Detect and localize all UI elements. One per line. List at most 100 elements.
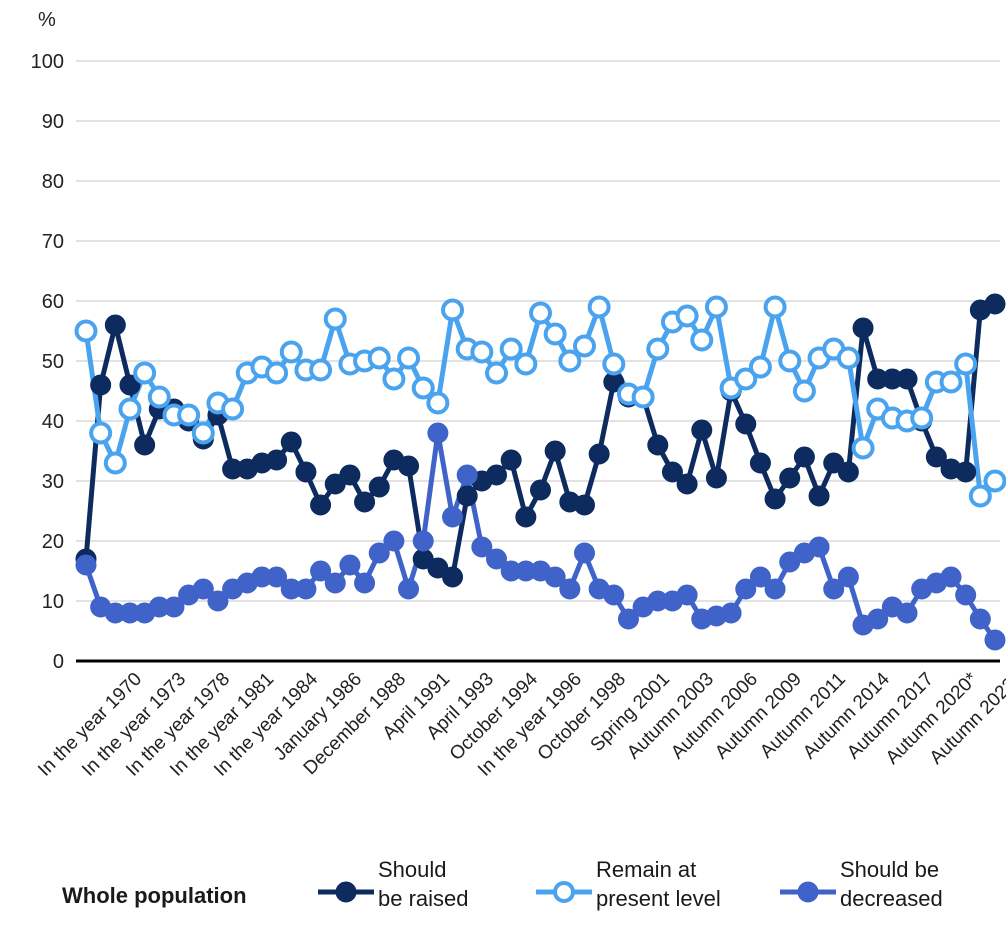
y-tick-label: 80 <box>42 171 64 193</box>
data-point <box>851 436 875 460</box>
data-point <box>734 367 758 391</box>
data-point <box>310 494 332 516</box>
data-point <box>602 352 626 376</box>
data-point <box>705 467 727 489</box>
data-point <box>720 602 742 624</box>
data-point <box>383 530 405 552</box>
series-points <box>74 293 1006 651</box>
data-point <box>471 536 493 558</box>
y-tick-label: 50 <box>42 351 64 373</box>
data-point <box>675 304 699 328</box>
data-point <box>339 464 361 486</box>
data-point <box>544 440 566 462</box>
y-axis-ticks: 0 10 20 30 40 50 60 70 80 90 100 <box>31 51 64 673</box>
data-point <box>133 361 157 385</box>
data-point <box>74 319 98 343</box>
data-point <box>910 406 934 430</box>
legend-label: present level <box>596 886 721 911</box>
data-point <box>354 491 376 513</box>
data-point <box>104 314 126 336</box>
data-point <box>427 422 449 444</box>
data-point <box>939 370 963 394</box>
y-tick-label: 40 <box>42 411 64 433</box>
data-point <box>852 317 874 339</box>
data-point <box>398 455 420 477</box>
data-point <box>470 340 494 364</box>
data-point <box>704 295 728 319</box>
data-point <box>118 397 142 421</box>
data-point <box>735 413 757 435</box>
legend: Whole population Should be raised Remain a… <box>62 857 943 911</box>
y-tick-label: 90 <box>42 111 64 133</box>
data-point <box>456 485 478 507</box>
data-point <box>309 358 333 382</box>
data-point <box>735 578 757 600</box>
data-point <box>515 506 537 528</box>
data-point <box>792 379 816 403</box>
data-point <box>368 476 390 498</box>
data-point <box>808 485 830 507</box>
data-point <box>323 307 347 331</box>
data-point <box>485 361 509 385</box>
data-point <box>925 446 947 468</box>
data-point <box>90 374 112 396</box>
data-point <box>221 397 245 421</box>
legend-label: decreased <box>840 886 943 911</box>
data-point <box>573 494 595 516</box>
data-point <box>968 484 992 508</box>
data-point <box>397 346 421 370</box>
data-point <box>749 452 771 474</box>
data-point <box>339 554 361 576</box>
y-unit-label: % <box>38 9 56 31</box>
y-tick-label: 0 <box>53 651 64 673</box>
data-point <box>543 322 567 346</box>
data-point <box>499 337 523 361</box>
data-point <box>646 337 670 361</box>
data-point <box>748 355 772 379</box>
data-point <box>382 367 406 391</box>
data-point <box>984 293 1006 315</box>
data-point <box>530 479 551 501</box>
data-point <box>676 473 698 495</box>
data-point <box>514 352 538 376</box>
series-points-0 <box>75 293 1006 588</box>
data-point <box>764 488 786 510</box>
data-point <box>134 434 156 456</box>
data-point <box>764 578 786 600</box>
data-point <box>367 346 391 370</box>
legend-label: Should be <box>840 857 939 882</box>
legend-item-0: Should be raised <box>318 857 469 911</box>
data-point <box>544 566 566 588</box>
data-point <box>749 566 771 588</box>
legend-item-2: Should be decreased <box>780 857 943 911</box>
data-point <box>896 602 918 624</box>
data-point <box>558 349 582 373</box>
data-point <box>207 590 229 612</box>
data-point <box>631 385 655 409</box>
data-point <box>426 391 450 415</box>
data-point <box>295 578 317 600</box>
data-point <box>808 536 830 558</box>
data-point <box>587 295 611 319</box>
y-tick-label: 70 <box>42 231 64 253</box>
data-point <box>441 298 465 322</box>
legend-label: be raised <box>378 886 469 911</box>
data-point <box>486 464 508 486</box>
data-point <box>500 449 522 471</box>
data-point <box>486 548 508 570</box>
legend-label: Remain at <box>596 857 696 882</box>
data-point <box>896 368 918 390</box>
legend-swatch-marker <box>335 881 357 903</box>
y-tick-label: 100 <box>31 51 64 73</box>
grid-lines <box>76 60 1000 602</box>
data-point <box>119 374 141 396</box>
data-point <box>559 578 581 600</box>
y-tick-label: 10 <box>42 591 64 613</box>
data-point <box>412 530 434 552</box>
data-point <box>867 608 889 630</box>
data-point <box>398 578 420 600</box>
data-point <box>661 461 683 483</box>
data-point <box>266 566 288 588</box>
data-point <box>954 352 978 376</box>
data-point <box>617 608 639 630</box>
